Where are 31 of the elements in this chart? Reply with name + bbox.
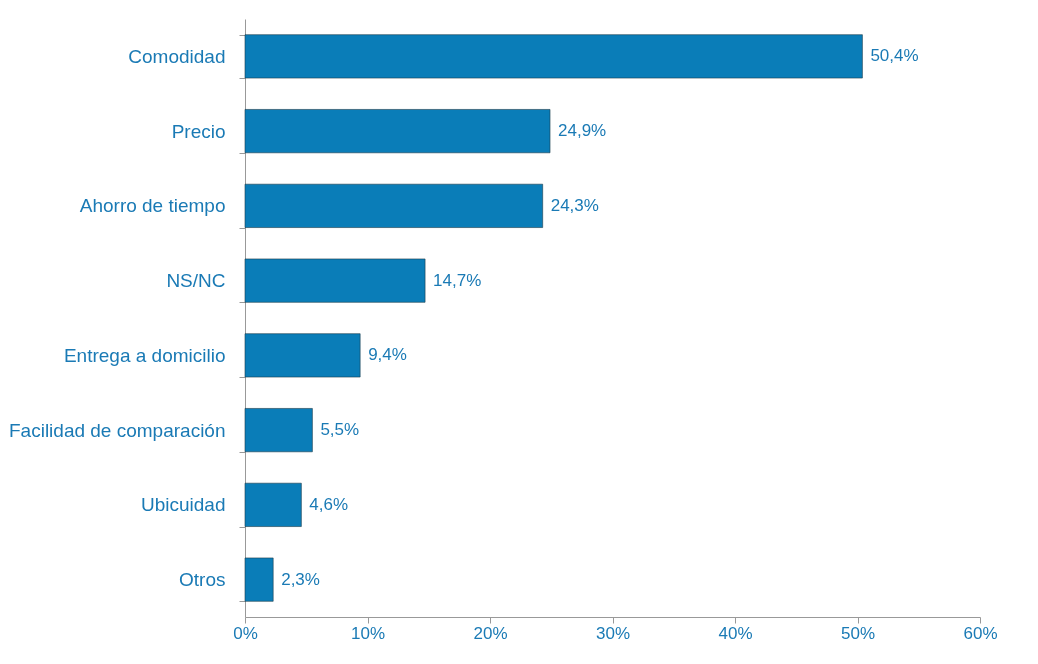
- data-label: 5,5%: [320, 420, 360, 440]
- x-tick-label: 20%: [473, 623, 508, 643]
- data-label: 50,4%: [870, 46, 919, 66]
- data-label: 24,9%: [558, 121, 607, 141]
- bar: [244, 109, 551, 154]
- bar: [244, 34, 863, 79]
- x-tick-label: 40%: [718, 623, 753, 643]
- y-tick-label: Precio: [171, 120, 226, 142]
- y-tick-label: Ubicuidad: [141, 494, 226, 516]
- y-tick-label: NS/NC: [166, 270, 226, 292]
- data-label: 9,4%: [368, 345, 407, 365]
- x-tick-label: 0%: [233, 623, 258, 643]
- bar: [244, 557, 274, 602]
- x-tick-label: 50%: [840, 623, 876, 643]
- x-tick-label: 10%: [350, 623, 386, 643]
- y-tick-label: Facilidad de comparación: [8, 419, 226, 441]
- x-tick-label: 60%: [963, 623, 998, 643]
- y-tick-label: Ahorro de tiempo: [79, 195, 226, 217]
- bar: [244, 408, 313, 453]
- y-tick-label: Entrega a domicilio: [63, 344, 226, 366]
- bar: [244, 258, 426, 303]
- data-label: 4,6%: [309, 494, 349, 514]
- bar: [244, 183, 543, 228]
- data-label: 2,3%: [281, 569, 320, 589]
- y-tick-label: Comodidad: [128, 45, 226, 67]
- data-label: 24,3%: [550, 195, 599, 215]
- bar: [244, 333, 361, 378]
- x-tick-label: 30%: [595, 623, 631, 643]
- bar: [244, 482, 302, 527]
- data-label: 14,7%: [433, 270, 482, 290]
- y-tick-label: Otros: [179, 569, 226, 591]
